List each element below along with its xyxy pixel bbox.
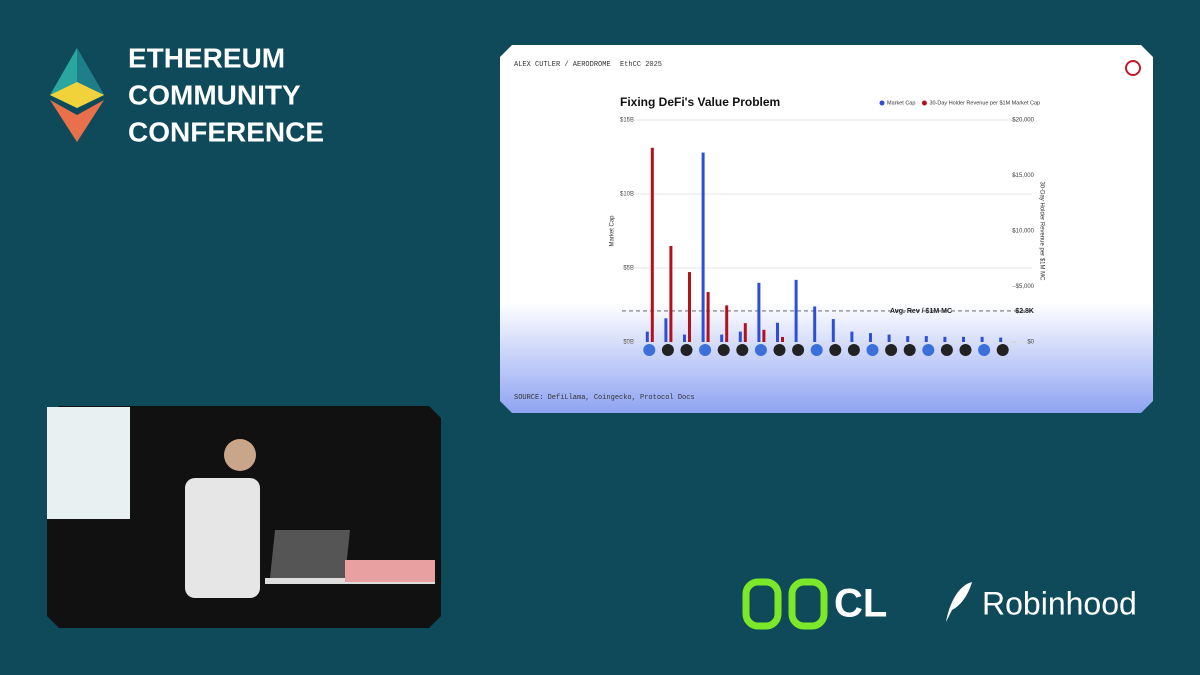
category-icon bbox=[754, 344, 767, 356]
bar bbox=[743, 323, 747, 342]
video-person bbox=[185, 478, 260, 598]
bar bbox=[999, 337, 1003, 342]
video-person-head bbox=[224, 439, 256, 471]
conference-name: CONFERENCE bbox=[128, 116, 324, 147]
chart-title: Fixing DeFi's Value Problem bbox=[620, 95, 780, 109]
bar bbox=[850, 331, 854, 342]
category-icon bbox=[978, 344, 991, 356]
y-tick-label: $15B bbox=[620, 118, 634, 124]
category-icon bbox=[792, 344, 805, 356]
category-icon bbox=[810, 344, 823, 356]
conference-name: ETHEREUM bbox=[128, 42, 285, 73]
video-screen bbox=[47, 407, 130, 519]
bar bbox=[924, 336, 928, 342]
bar bbox=[906, 336, 910, 342]
slide-source: SOURCE: DefiLlama, Coingecko, Protocol D… bbox=[514, 394, 695, 402]
bar bbox=[869, 333, 872, 342]
category-icon bbox=[903, 344, 916, 356]
category-icon bbox=[847, 344, 860, 356]
bar bbox=[887, 334, 891, 342]
category-icon bbox=[680, 344, 693, 356]
category-icon bbox=[699, 344, 712, 356]
legend-label: Market Cap bbox=[887, 100, 915, 106]
bar bbox=[650, 147, 654, 342]
bar bbox=[701, 152, 705, 342]
bar bbox=[725, 305, 729, 342]
legend-label: 30-Day Holder Revenue per $1M Market Cap bbox=[929, 100, 1040, 106]
bar bbox=[762, 329, 766, 342]
y2-tick-label: $15,000 bbox=[1012, 173, 1034, 179]
y-axis-label: Market Cap bbox=[610, 215, 616, 247]
y2-tick-label: $10,000 bbox=[1012, 229, 1034, 235]
bar bbox=[776, 322, 779, 342]
y2-axis-label: 30-Day Holder Revenue per $1M MC bbox=[1038, 181, 1044, 281]
bar bbox=[669, 245, 673, 342]
reference-name: Avg. Rev / $1M MC bbox=[890, 308, 952, 315]
bar bbox=[831, 319, 835, 342]
reference-label: $2.8K bbox=[1015, 308, 1034, 315]
bar bbox=[781, 337, 784, 342]
slide-event: EthCC 2025 bbox=[620, 61, 662, 69]
category-icon bbox=[773, 344, 786, 356]
bar bbox=[962, 336, 965, 342]
bar bbox=[738, 331, 742, 342]
y-tick-label: $5B bbox=[623, 266, 634, 272]
category-icon bbox=[661, 344, 674, 356]
bar bbox=[980, 336, 984, 342]
video-sign bbox=[345, 560, 435, 582]
bar bbox=[794, 279, 798, 342]
category-icon bbox=[885, 344, 898, 356]
bar bbox=[720, 334, 724, 342]
y2-tick-label: $0 bbox=[1027, 340, 1034, 346]
category-icon bbox=[922, 344, 935, 356]
chart: $0B $5B $10B $15B $0 $5,000 $10,000 $15,000 $20,… bbox=[620, 100, 1040, 356]
category-icon bbox=[643, 344, 656, 356]
bar bbox=[813, 306, 817, 342]
legend-swatch bbox=[921, 100, 927, 106]
conference-logo bbox=[50, 48, 104, 142]
legend-swatch bbox=[879, 100, 885, 106]
y2-tick-label: $20,000 bbox=[1012, 118, 1034, 124]
bar bbox=[757, 282, 761, 342]
bar bbox=[645, 331, 649, 342]
slide bbox=[500, 45, 1153, 413]
conference-name: COMMUNITY bbox=[128, 79, 301, 110]
video-laptop bbox=[270, 530, 350, 578]
category-icon bbox=[940, 344, 953, 356]
y-tick-label: $0B bbox=[623, 340, 634, 346]
bar bbox=[664, 318, 668, 342]
category-icon bbox=[866, 344, 879, 356]
bar bbox=[943, 336, 947, 342]
sponsor-name: Robinhood bbox=[982, 585, 1137, 621]
category-icon bbox=[959, 344, 972, 356]
sponsor-name: CL bbox=[834, 582, 887, 626]
sponsor-logo bbox=[946, 582, 972, 622]
bar bbox=[706, 292, 710, 342]
slide-speaker: ALEX CUTLER / AERODROME bbox=[514, 61, 611, 69]
y2-tick-label: $5,000 bbox=[1016, 284, 1035, 290]
category-icon bbox=[829, 344, 842, 356]
category-icon bbox=[736, 344, 749, 356]
sponsor-logo bbox=[742, 578, 828, 630]
category-icon bbox=[717, 344, 730, 356]
bar bbox=[688, 272, 691, 342]
category-icon bbox=[996, 344, 1009, 356]
y-tick-label: $10B bbox=[620, 192, 634, 198]
bar bbox=[683, 334, 686, 342]
slide-logo bbox=[1125, 60, 1141, 76]
